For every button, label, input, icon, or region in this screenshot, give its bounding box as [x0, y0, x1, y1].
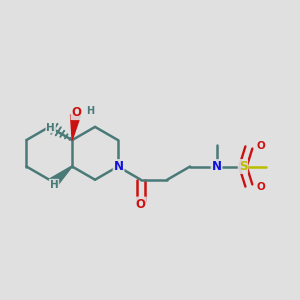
Text: S: S: [239, 160, 247, 173]
Polygon shape: [51, 167, 72, 186]
Text: H: H: [86, 106, 94, 116]
Text: O: O: [136, 197, 146, 211]
Text: O: O: [256, 182, 265, 191]
Text: O: O: [256, 142, 265, 152]
Polygon shape: [70, 115, 80, 140]
Text: N: N: [114, 160, 124, 173]
Text: H: H: [50, 180, 58, 190]
Text: O: O: [71, 106, 81, 119]
Text: H: H: [46, 122, 55, 133]
Text: N: N: [212, 160, 221, 173]
